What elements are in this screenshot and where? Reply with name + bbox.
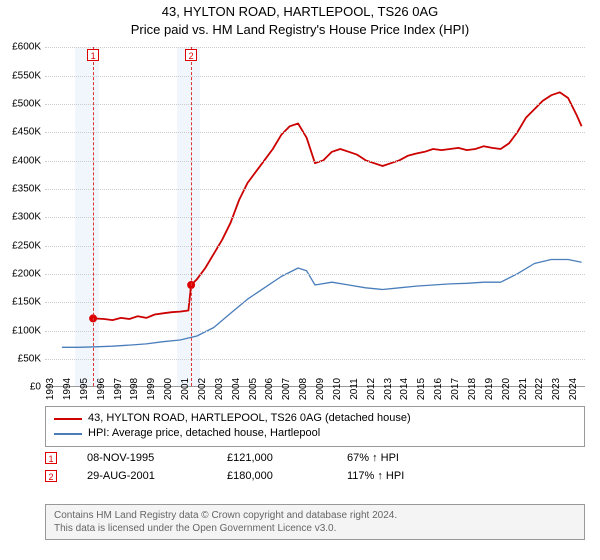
chart-area: £0 £50K £100K £150K £200K £250K £300K £350K £400… xyxy=(0,37,600,437)
y-tick-label: £200K xyxy=(12,268,41,279)
x-tick-label: 1998 xyxy=(129,378,140,400)
x-tick-label: 2005 xyxy=(248,378,259,400)
y-tick-label: £350K xyxy=(12,183,41,194)
y-tick-label: £500K xyxy=(12,98,41,109)
y-tick-label: £400K xyxy=(12,155,41,166)
y-tick-label: £300K xyxy=(12,212,41,223)
gridline xyxy=(45,104,585,105)
y-tick-label: £100K xyxy=(12,325,41,336)
x-tick-label: 2008 xyxy=(298,378,309,400)
x-tick-label: 1999 xyxy=(146,378,157,400)
sale-vline xyxy=(191,47,192,386)
x-tick-label: 2014 xyxy=(399,378,410,400)
x-tick-label: 2024 xyxy=(568,378,579,400)
series-line xyxy=(62,260,582,348)
gridline xyxy=(45,359,585,360)
gridline xyxy=(45,132,585,133)
sale-row: 1 08-NOV-1995 £121,000 67% ↑ HPI xyxy=(45,452,585,464)
sale-pct: 117% ↑ HPI xyxy=(347,470,447,482)
gridline xyxy=(45,161,585,162)
sale-date: 29-AUG-2001 xyxy=(87,470,197,482)
y-tick-label: £550K xyxy=(12,70,41,81)
y-axis: £0£50K£100K£150K£200K£250K£300K£350K£400… xyxy=(0,47,45,387)
x-tick-label: 2002 xyxy=(197,378,208,400)
legend-label: HPI: Average price, detached house, Hart… xyxy=(88,426,320,441)
x-tick-label: 1994 xyxy=(62,378,73,400)
legend-row: HPI: Average price, detached house, Hart… xyxy=(54,426,576,441)
sale-marker-chart: 2 xyxy=(185,49,197,61)
sale-price: £121,000 xyxy=(227,452,317,464)
x-tick-label: 2015 xyxy=(416,378,427,400)
sale-marker-box: 1 xyxy=(45,452,57,464)
x-tick-label: 2000 xyxy=(163,378,174,400)
x-tick-label: 1993 xyxy=(45,378,56,400)
chart-title-block: 43, HYLTON ROAD, HARTLEPOOL, TS26 0AG Pr… xyxy=(0,0,600,37)
x-tick-label: 2007 xyxy=(281,378,292,400)
x-tick-label: 2006 xyxy=(264,378,275,400)
sale-row: 2 29-AUG-2001 £180,000 117% ↑ HPI xyxy=(45,470,585,482)
x-tick-label: 2020 xyxy=(501,378,512,400)
x-tick-label: 2011 xyxy=(349,378,360,400)
sale-marker-chart: 1 xyxy=(87,49,99,61)
x-tick-label: 2019 xyxy=(484,378,495,400)
chart-subtitle: Price paid vs. HM Land Registry's House … xyxy=(0,22,600,38)
legend-label: 43, HYLTON ROAD, HARTLEPOOL, TS26 0AG (d… xyxy=(88,411,411,426)
x-tick-label: 2017 xyxy=(450,378,461,400)
x-tick-label: 2021 xyxy=(518,378,529,400)
footer-line2: This data is licensed under the Open Gov… xyxy=(54,522,576,535)
y-tick-label: £50K xyxy=(18,353,41,364)
y-tick-label: £450K xyxy=(12,127,41,138)
legend-swatch xyxy=(54,433,82,435)
series-line xyxy=(93,92,581,320)
gridline xyxy=(45,331,585,332)
x-tick-label: 2004 xyxy=(231,378,242,400)
x-tick-label: 2023 xyxy=(551,378,562,400)
gridline xyxy=(45,217,585,218)
x-tick-label: 1996 xyxy=(96,378,107,400)
footer-licence: Contains HM Land Registry data © Crown c… xyxy=(45,504,585,540)
y-tick-label: £250K xyxy=(12,240,41,251)
x-tick-label: 2016 xyxy=(433,378,444,400)
x-tick-label: 2001 xyxy=(180,378,191,400)
x-tick-label: 2018 xyxy=(467,378,478,400)
sale-price: £180,000 xyxy=(227,470,317,482)
y-tick-label: £600K xyxy=(12,42,41,53)
sale-vline xyxy=(93,47,94,386)
sale-date: 08-NOV-1995 xyxy=(87,452,197,464)
y-tick-label: £150K xyxy=(12,297,41,308)
sale-marker-box: 2 xyxy=(45,470,57,482)
gridline xyxy=(45,246,585,247)
x-tick-label: 2022 xyxy=(534,378,545,400)
sales-table: 1 08-NOV-1995 £121,000 67% ↑ HPI 2 29-AUG-200… xyxy=(45,452,585,488)
x-tick-label: 2009 xyxy=(315,378,326,400)
x-tick-label: 2013 xyxy=(383,378,394,400)
gridline xyxy=(45,47,585,48)
x-tick-label: 2010 xyxy=(332,378,343,400)
x-tick-label: 1995 xyxy=(79,378,90,400)
sale-pct: 67% ↑ HPI xyxy=(347,452,447,464)
gridline xyxy=(45,76,585,77)
x-tick-label: 1997 xyxy=(113,378,124,400)
footer-line1: Contains HM Land Registry data © Crown c… xyxy=(54,509,576,522)
chart-title-address: 43, HYLTON ROAD, HARTLEPOOL, TS26 0AG xyxy=(0,4,600,20)
plot-region: 12 xyxy=(45,47,585,387)
gridline xyxy=(45,274,585,275)
legend-row: 43, HYLTON ROAD, HARTLEPOOL, TS26 0AG (d… xyxy=(54,411,576,426)
x-tick-label: 2003 xyxy=(214,378,225,400)
gridline xyxy=(45,302,585,303)
legend: 43, HYLTON ROAD, HARTLEPOOL, TS26 0AG (d… xyxy=(45,406,585,447)
gridline xyxy=(45,189,585,190)
legend-swatch xyxy=(54,418,82,420)
y-tick-label: £0 xyxy=(30,382,41,393)
x-tick-label: 2012 xyxy=(366,378,377,400)
